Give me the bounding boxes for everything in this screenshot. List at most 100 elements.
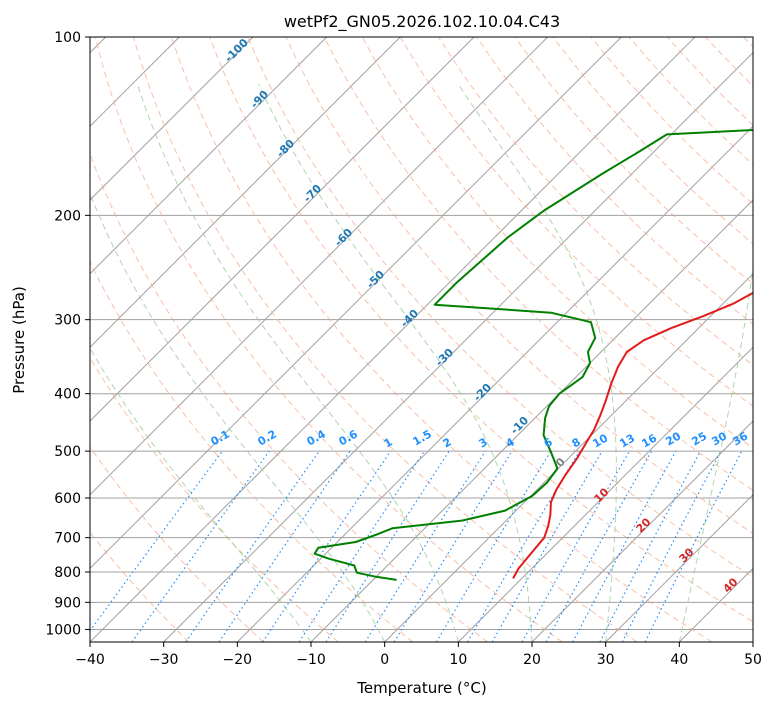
mixing-ratio-label: 0.4: [305, 427, 329, 448]
x-tick-label: 40: [670, 652, 688, 668]
chart-title: wetPf2_GN05.2026.102.10.04.C43: [284, 12, 560, 32]
dry-adiabat-guide: [476, 37, 753, 325]
dry-adiabat-guide: [171, 37, 712, 642]
plot-frame: [89, 36, 754, 643]
mixing-ratio-line: [185, 450, 320, 642]
mixing-ratio-line: [644, 450, 743, 642]
mixing-ratio-line: [90, 450, 223, 632]
dry-adiabat-guide: [209, 37, 753, 623]
mixing-ratio-line: [435, 450, 552, 642]
mixing-ratio-line: [364, 450, 486, 642]
background-lines: [90, 37, 753, 642]
dry-adiabat-guide: [552, 37, 753, 245]
mixing-ratio-label: 13: [617, 432, 637, 451]
dry-adiabat-guide: [285, 37, 753, 535]
dry-adiabat-label: -70: [301, 182, 324, 205]
y-axis-label: Pressure (hPa): [10, 286, 28, 394]
x-tick-label: 0: [380, 652, 389, 668]
line-labels: -100-90-80-70-60-50-40-30-20-100.1 0.2 0.4…: [209, 36, 751, 596]
dry-adiabat-guide: [323, 37, 753, 491]
dry-adiabat-label: -100: [222, 36, 251, 65]
y-tick-label: 600: [54, 491, 81, 507]
data-lines: [313, 128, 753, 581]
mixing-ratio-line: [262, 450, 392, 642]
dry-adiabat-guide: [514, 37, 753, 285]
isotherm-line: [605, 493, 753, 642]
y-tick-label: 200: [54, 208, 81, 224]
moist-adiabat-guide: [90, 192, 386, 642]
mixing-ratio-line: [131, 450, 270, 642]
y-tick-label: 400: [54, 387, 81, 403]
mixing-ratio-label: 0.1: [209, 427, 232, 448]
dry-adiabat-guide: [704, 37, 753, 87]
y-tick-label: 100: [54, 30, 81, 46]
axes: −40 −30 −20 −10 0 10 20 30 40 5010020030040050060…: [45, 30, 762, 668]
moist-adiabat-label: 20: [634, 515, 654, 535]
dry-adiabat-label: -90: [248, 88, 271, 111]
isotherm-line: [90, 37, 328, 275]
isotherm-line: [90, 37, 622, 570]
moist-adiabat-guide: [90, 347, 312, 642]
mixing-ratio-line: [521, 450, 631, 642]
moist-adiabat-label: 30: [677, 545, 697, 565]
dry-adiabat-guide: [90, 152, 488, 642]
isotherm-line: [752, 641, 753, 642]
dewpoint-line: [313, 128, 753, 581]
x-tick-label: 20: [523, 652, 541, 668]
isotherm-line: [90, 37, 401, 349]
dry-adiabat-guide: [743, 37, 753, 48]
x-tick-label: −40: [75, 652, 105, 668]
moist-adiabat-guide: [258, 83, 533, 642]
isotherm-line: [236, 125, 753, 642]
x-tick-label: 10: [449, 652, 467, 668]
isotherm-line: [90, 37, 475, 422]
x-tick-label: −20: [223, 652, 253, 668]
mixing-ratio-label: 1.5: [411, 427, 434, 448]
y-tick-label: 700: [54, 531, 81, 547]
mixing-ratio-line: [325, 450, 450, 642]
temperature-line: [512, 291, 753, 579]
mixing-ratio-line: [393, 450, 513, 642]
isotherm-line: [384, 272, 753, 642]
mixing-ratio-line: [298, 450, 425, 642]
mixing-ratio-label: 36: [730, 429, 750, 448]
mixing-ratio-label: 6: [542, 435, 555, 450]
y-tick-label: 900: [54, 595, 81, 611]
y-tick-label: 800: [54, 565, 81, 581]
isotherm-line: [90, 37, 696, 642]
dry-adiabat-guide: [94, 37, 563, 642]
x-tick-label: 50: [744, 652, 762, 668]
dry-adiabat-guide: [247, 37, 753, 578]
dry-adiabat-label: -30: [433, 346, 456, 369]
dry-adiabat-label: -80: [274, 137, 297, 160]
isotherm-line: [90, 37, 254, 201]
dry-adiabat-guide: [437, 37, 753, 366]
mixing-ratio-label: 0.2: [256, 427, 279, 448]
dry-adiabat-guide: [90, 531, 190, 642]
isotherm-line: [163, 51, 753, 642]
dry-adiabat-guide: [90, 446, 264, 642]
y-tick-label: 300: [54, 313, 81, 329]
mixing-ratio-label: 8: [570, 435, 583, 450]
mixing-ratio-label: 10: [590, 431, 610, 450]
x-tick-label: 30: [597, 652, 615, 668]
dry-adiabat-label: -50: [364, 268, 387, 291]
moist-adiabat-guide: [457, 83, 617, 642]
mixing-ratio-label: 0.6: [337, 427, 361, 448]
mixing-ratio-label: 20: [663, 429, 683, 448]
dry-adiabat-label: -10: [508, 414, 531, 437]
x-tick-label: −30: [149, 652, 179, 668]
moist-adiabat-label: 40: [721, 575, 741, 595]
isotherm-line: [531, 420, 753, 642]
dry-adiabat-guide: [90, 260, 414, 642]
moist-adiabat-label: 0: [553, 455, 568, 470]
mixing-ratio-line: [572, 450, 677, 642]
dry-adiabat-guide: [90, 356, 339, 642]
mixing-ratio-label: 25: [689, 430, 709, 449]
isotherm-line: [457, 346, 753, 642]
mixing-ratio-label: 1: [382, 435, 395, 450]
moist-adiabat-label: 10: [592, 485, 612, 505]
mixing-ratio-line: [599, 450, 702, 642]
dry-adiabat-label: -60: [332, 226, 355, 249]
